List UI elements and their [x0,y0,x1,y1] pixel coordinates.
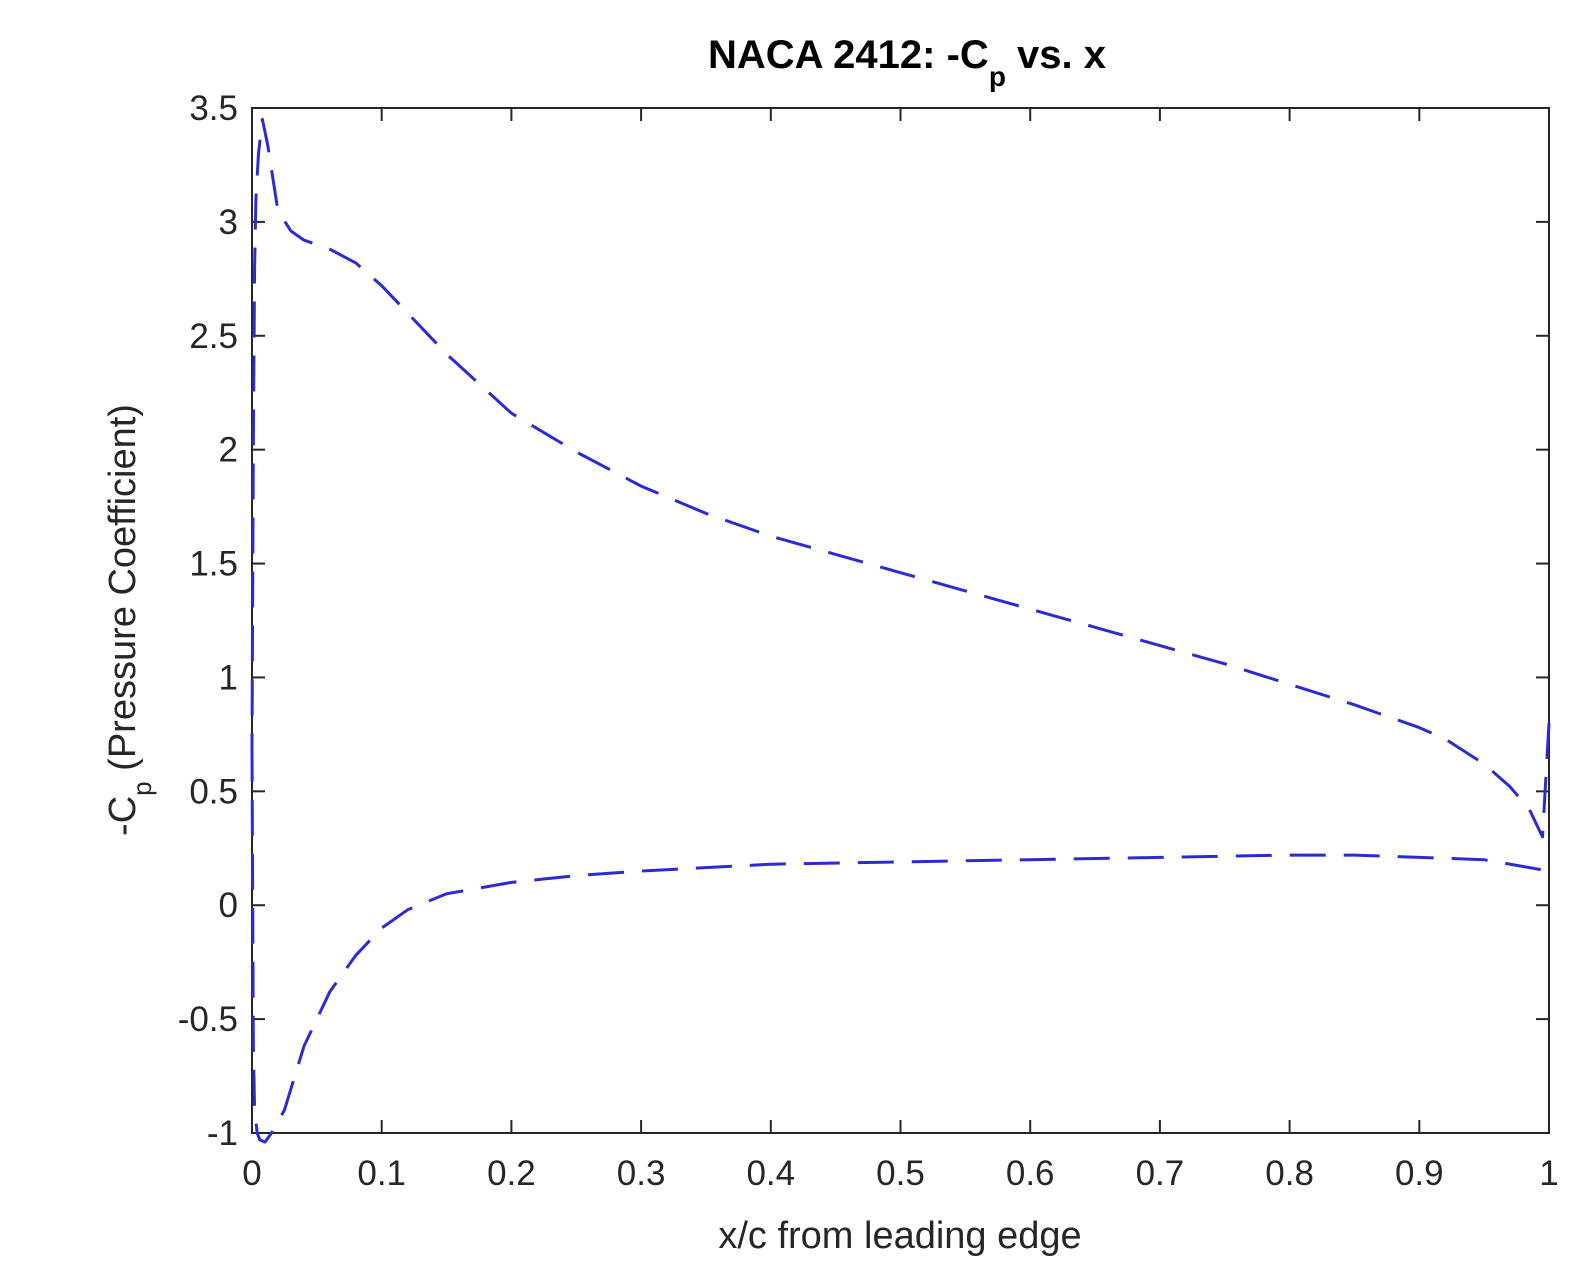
y-tick-label: 3.5 [189,89,238,128]
y-tick-label: 0.5 [189,772,238,811]
y-tick-label: 0 [219,886,238,925]
y-tick-label: 3 [219,203,238,242]
chart-title: NACA 2412: -Cp vs. x [708,33,1106,92]
lower-surface-cp-line [250,745,1550,1144]
y-axis-label-tail: (Pressure Coefficient) [102,404,144,781]
x-tick-label: 0.7 [1136,1154,1185,1193]
x-tick-label: 0.3 [617,1154,666,1193]
y-tick-label: 1.5 [189,545,238,584]
x-tick-label: 0.9 [1395,1154,1444,1193]
chart-title-subscript: p [989,61,1006,92]
y-tick-label: 2.5 [189,317,238,356]
y-tick-label: -1 [207,1114,238,1153]
x-tick-label: 0.6 [1006,1154,1055,1193]
y-tick-label: -0.5 [178,1000,238,1039]
y-axis-label: -Cp (Pressure Coefficient) [102,404,157,836]
y-tick-label: 1 [219,658,238,697]
x-tick-label: 0.4 [746,1154,795,1193]
x-tick-label: 0.8 [1265,1154,1314,1193]
y-tick-label: 2 [219,431,238,470]
x-tick-label: 0.1 [357,1154,406,1193]
y-axis-ticks: -1 -0.5 0 0.5 1 1.5 2 2.5 3 3.5 [178,89,1549,1153]
y-axis-label-main: -C [102,796,144,836]
x-axis-ticks: 0 0.1 0.2 0.3 0.4 0.5 0.6 0.7 0.8 0.9 1 [242,108,1559,1193]
x-tick-label: 0.5 [876,1154,925,1193]
x-tick-label: 0.2 [487,1154,536,1193]
chart-title-tail: vs. x [1006,33,1106,77]
data-series-layer [250,117,1551,1144]
x-axis-label: x/c from leading edge [718,1215,1081,1257]
upper-surface-cp-line [250,117,1551,839]
x-tick-label: 1 [1539,1154,1558,1193]
y-axis-label-subscript: p [127,781,157,795]
x-tick-label: 0 [242,1154,261,1193]
chart-title-main: NACA 2412: -C [708,33,989,77]
plot-axes-box [251,107,1550,1134]
